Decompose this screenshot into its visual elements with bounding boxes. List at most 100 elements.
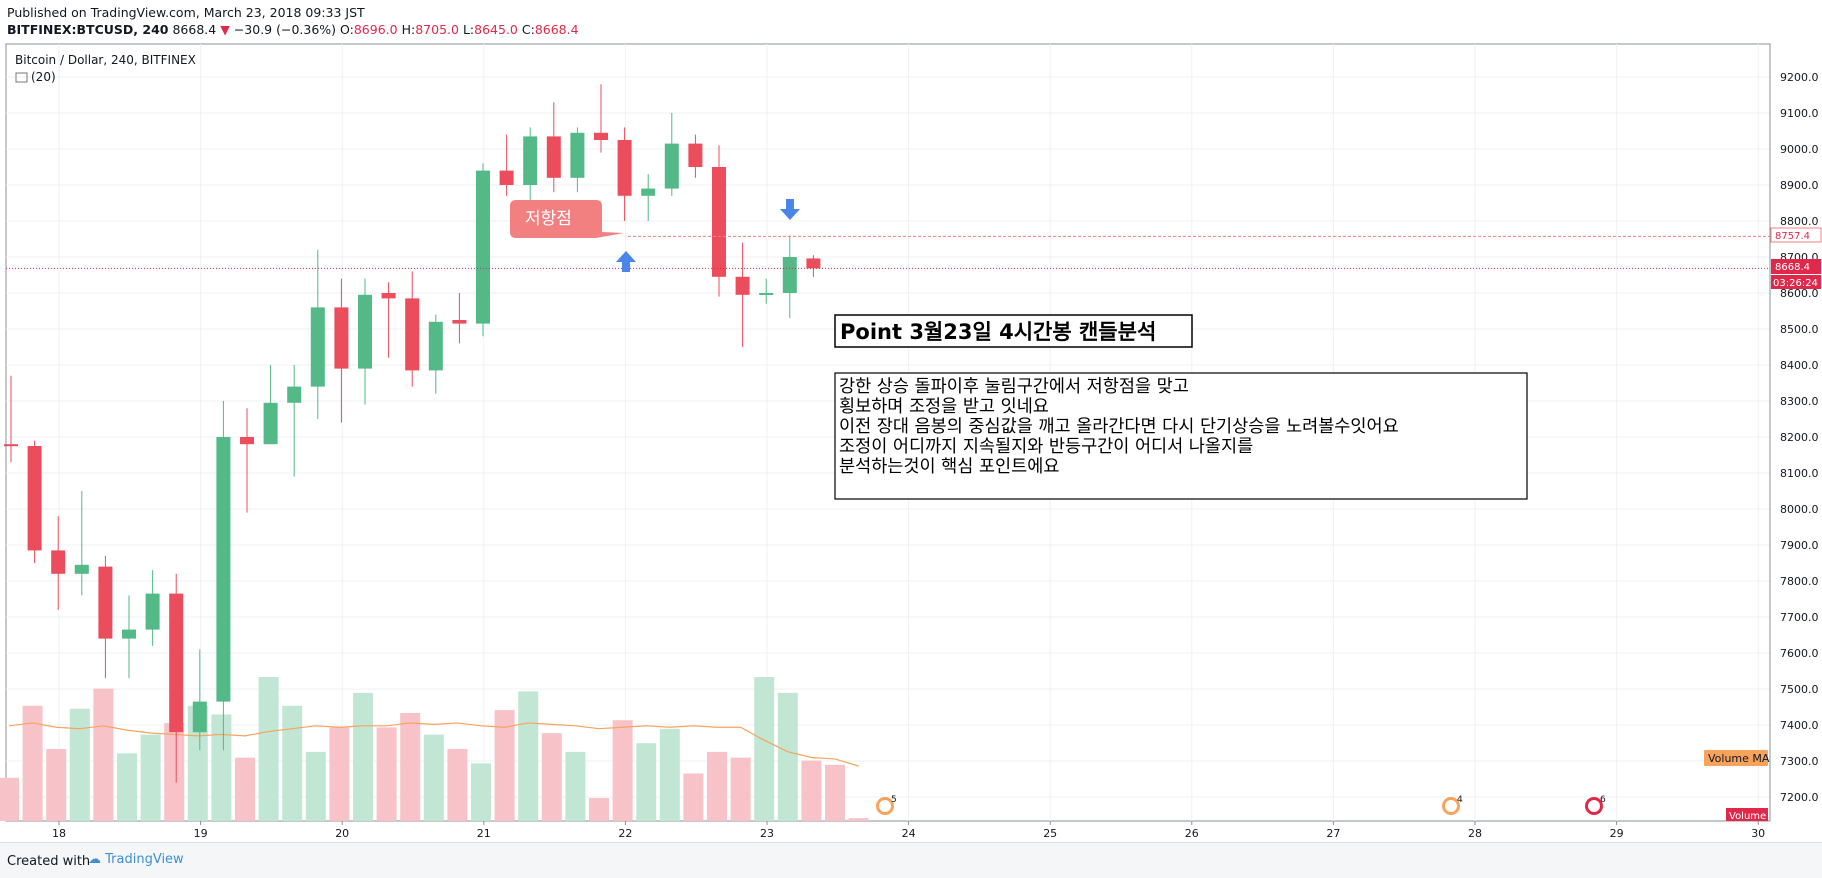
- candle-body: [759, 293, 774, 295]
- last-price: 8668.4: [172, 22, 217, 37]
- price-tick-label: 7700.0: [1780, 611, 1819, 624]
- volume-bar: [164, 723, 185, 821]
- volume-bar: [329, 727, 350, 821]
- arrow-down-icon: [780, 199, 800, 220]
- close-value: 8668.4: [534, 22, 579, 37]
- svg-text:4: 4: [1457, 795, 1463, 805]
- candle-body: [782, 257, 797, 293]
- candles: [4, 84, 821, 783]
- analysis-title-box[interactable]: Point 3월23일 4시간봉 캔들분석: [834, 314, 1193, 348]
- volume-bar: [636, 743, 657, 821]
- economic-event-icon[interactable]: 5: [876, 795, 897, 815]
- volume-bar: [22, 705, 43, 821]
- analysis-text-box[interactable]: 강한 상승 돌파이후 눌림구간에서 저항점을 맞고 횡보하며 조정을 받고 잇네…: [834, 372, 1528, 500]
- time-axis[interactable]: 18 19 20 21 22 23 24 25 26 27 28 29 30: [52, 821, 1765, 840]
- tradingview-logo[interactable]: ☁ TradingView: [88, 852, 184, 867]
- volume-bar: [258, 677, 279, 821]
- volume-bar: [400, 713, 421, 821]
- resistance-callout[interactable]: 저항점: [510, 200, 624, 238]
- price-tick-label: 7300.0: [1780, 755, 1819, 768]
- svg-text:Point 3월23일 4시간봉 캔들분석: Point 3월23일 4시간봉 캔들분석: [840, 320, 1156, 344]
- candle-body: [712, 167, 726, 277]
- volume-bar: [494, 710, 515, 821]
- high-value: 8705.0: [415, 22, 459, 37]
- candle-body: [405, 298, 420, 371]
- svg-text:8668.4: 8668.4: [1775, 262, 1810, 273]
- time-tick-label: 28: [1468, 827, 1482, 840]
- candle-body: [334, 307, 349, 369]
- analysis-line: 횡보하며 조정을 받고 잇네요: [839, 397, 1049, 417]
- volume-bar: [447, 749, 468, 821]
- candle-body: [617, 140, 632, 196]
- close-label: C:: [521, 22, 535, 37]
- analysis-line: 조정이 어디까지 지속될지와 반등구간이 어디서 나올지를: [839, 437, 1253, 457]
- time-tick-label: 18: [52, 827, 66, 840]
- volume-bar: [730, 757, 751, 821]
- candle-body: [216, 437, 231, 702]
- price-tick-label: 8400.0: [1780, 359, 1819, 372]
- footer: Created with ☁ TradingView: [0, 842, 1822, 878]
- candle-body: [594, 132, 608, 140]
- price-axis[interactable]: 7200.0 7300.0 7400.0 7500.0 7600.0 7700.0 7800…: [1780, 71, 1819, 804]
- price-tick-label: 9000.0: [1780, 143, 1819, 156]
- volume-bar: [825, 764, 845, 821]
- candle-body: [476, 170, 490, 324]
- svg-text:8757.4: 8757.4: [1775, 231, 1810, 242]
- candle-body: [74, 564, 89, 574]
- open-label: O:: [340, 22, 354, 37]
- price-tick-label: 8100.0: [1780, 467, 1819, 480]
- economic-event-icon[interactable]: 4: [1442, 795, 1463, 815]
- symbol-label: BITFINEX:BTCUSD, 240: [7, 22, 169, 37]
- high-label: H:: [401, 22, 416, 37]
- price-tick-label: 8300.0: [1780, 395, 1819, 408]
- price-tick-label: 8000.0: [1780, 503, 1819, 516]
- time-tick-label: 27: [1326, 827, 1340, 840]
- last-price-label: 8668.4 03:26:24: [1771, 259, 1821, 289]
- candle-body: [546, 136, 561, 178]
- svg-text:Volume MA: Volume MA: [1708, 752, 1770, 765]
- candle-body: [358, 294, 372, 369]
- indicator-settings-icon[interactable]: [15, 72, 28, 83]
- candle-body: [287, 386, 302, 403]
- countdown-label: 03:26:24: [1773, 278, 1818, 289]
- volume-bar: [0, 777, 19, 821]
- price-tick-label: 7900.0: [1780, 539, 1819, 552]
- chart-header: Published on TradingView.com, March 23, …: [0, 0, 1822, 44]
- volume-ma-line: [8, 722, 859, 767]
- candle-body: [641, 188, 656, 196]
- volume-bar: [518, 691, 539, 821]
- volume-bar: [541, 733, 562, 821]
- ohlc-readout: BITFINEX:BTCUSD, 240 8668.4 ▼ −30.9 (−0.…: [7, 22, 579, 37]
- svg-text:5: 5: [891, 795, 897, 805]
- candle-body: [310, 307, 325, 387]
- candle-body: [27, 446, 42, 551]
- published-note: Published on TradingView.com, March 23, …: [7, 5, 365, 20]
- resistance-price-label: 8757.4: [1770, 227, 1822, 243]
- time-tick-label: 24: [902, 827, 916, 840]
- volume-bar: [376, 727, 397, 821]
- indicator-legend: (20): [31, 70, 56, 84]
- analysis-line: 이전 장대 음봉의 중심값을 깨고 올라간다면 다시 단기상승을 노려볼수잇어요: [839, 417, 1399, 437]
- economic-event-icon[interactable]: 6: [1585, 795, 1606, 815]
- volume-bar: [801, 760, 822, 821]
- volume-bar: [471, 763, 491, 821]
- created-with-label: Created with: [7, 854, 91, 869]
- volume-bar: [423, 734, 444, 821]
- candle-body: [122, 629, 136, 639]
- analysis-line: 분석하는것이 핵심 포인트에요: [839, 457, 1059, 477]
- volume-bar: [140, 734, 161, 821]
- svg-text:Volume: Volume: [1729, 811, 1766, 822]
- analysis-line: 강한 상승 돌파이후 눌림구간에서 저항점을 맞고: [839, 377, 1189, 397]
- volume-bar: [69, 708, 90, 821]
- candle-body: [523, 136, 538, 185]
- candle-body: [664, 143, 679, 189]
- price-tick-label: 7400.0: [1780, 719, 1819, 732]
- price-tick-label: 9100.0: [1780, 107, 1819, 120]
- candle-body: [452, 320, 467, 324]
- volume-bar: [754, 677, 775, 821]
- volume-bar: [848, 818, 869, 821]
- time-tick-label: 30: [1751, 827, 1765, 840]
- candle-body: [145, 593, 160, 630]
- arrow-up-icon: [616, 251, 636, 272]
